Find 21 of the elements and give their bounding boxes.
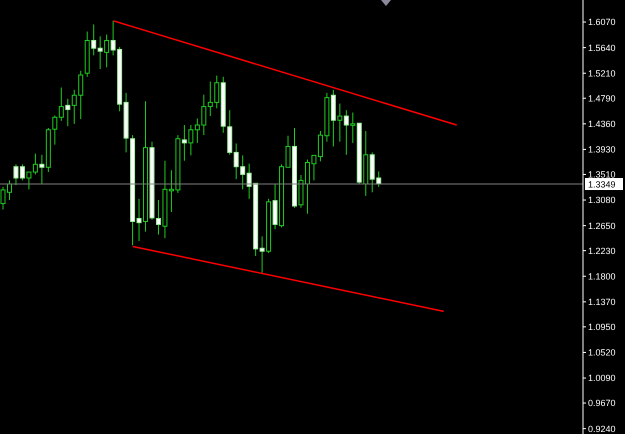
candlestick bbox=[104, 34, 110, 68]
y-tick-label: 1.1800 bbox=[588, 271, 616, 282]
y-tick-label: 1.2230 bbox=[588, 246, 616, 256]
y-tick-label: 1.2650 bbox=[588, 220, 616, 231]
y-tick-label: 1.3510 bbox=[588, 170, 616, 180]
y-tick-label: 1.5210 bbox=[588, 68, 616, 78]
y-tick-label: 0.9670 bbox=[588, 398, 616, 408]
y-tick-label: 1.6070 bbox=[588, 17, 616, 28]
y-tick-label: 1.3080 bbox=[588, 195, 616, 206]
y-tick-label: 1.3930 bbox=[588, 144, 616, 155]
y-tick-label: 0.9240 bbox=[588, 424, 616, 434]
ref-line-label: 1.3349 bbox=[588, 180, 616, 190]
y-tick-label: 1.4790 bbox=[588, 93, 616, 104]
y-tick-label: 1.0090 bbox=[588, 373, 616, 384]
y-tick-label: 1.5640 bbox=[588, 42, 616, 53]
candlestick bbox=[337, 103, 342, 142]
y-tick-label: 1.4360 bbox=[588, 119, 616, 130]
y-tick-label: 1.1370 bbox=[588, 297, 616, 308]
y-tick-label: 1.0520 bbox=[588, 348, 616, 358]
candlestick bbox=[350, 112, 356, 144]
y-tick-label: 1.0950 bbox=[588, 322, 616, 332]
